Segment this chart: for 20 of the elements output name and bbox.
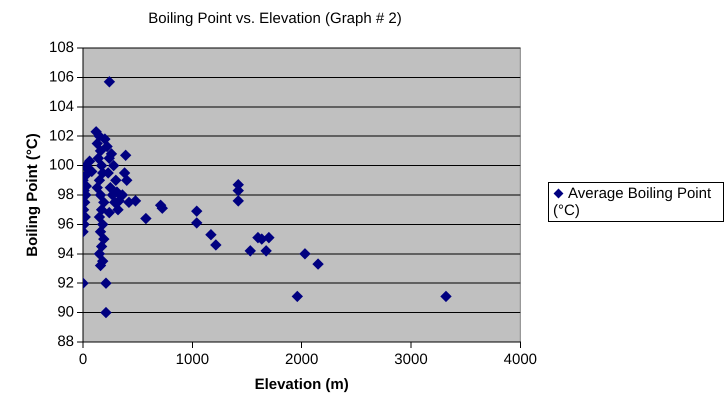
x-tick-label: 3000 xyxy=(394,351,428,368)
y-tick-label: 100 xyxy=(48,156,74,174)
y-tick-label: 108 xyxy=(48,39,74,56)
x-tick-label: 2000 xyxy=(284,351,318,368)
y-tick-label: 98 xyxy=(57,186,74,204)
chart-title: Boiling Point vs. Elevation (Graph # 2) xyxy=(148,10,402,28)
x-axis-title: Elevation (m) xyxy=(254,376,349,394)
x-tick-label: 0 xyxy=(78,351,88,368)
legend-label: Average Boiling Point (°C) xyxy=(553,185,712,219)
y-tick-label: 90 xyxy=(57,304,74,321)
y-tick-label: 102 xyxy=(48,127,74,144)
y-tick-label: 106 xyxy=(48,68,74,86)
y-tick-label: 88 xyxy=(57,333,74,350)
y-tick-label: 96 xyxy=(57,216,74,233)
y-axis-title: Boiling Point (°C) xyxy=(24,133,42,257)
y-tick-label: 92 xyxy=(57,274,74,292)
y-tick-label: 104 xyxy=(48,98,74,115)
y-tick-label: 94 xyxy=(57,244,74,262)
x-tick-label: 4000 xyxy=(504,351,538,368)
x-tick-label: 1000 xyxy=(176,351,210,368)
